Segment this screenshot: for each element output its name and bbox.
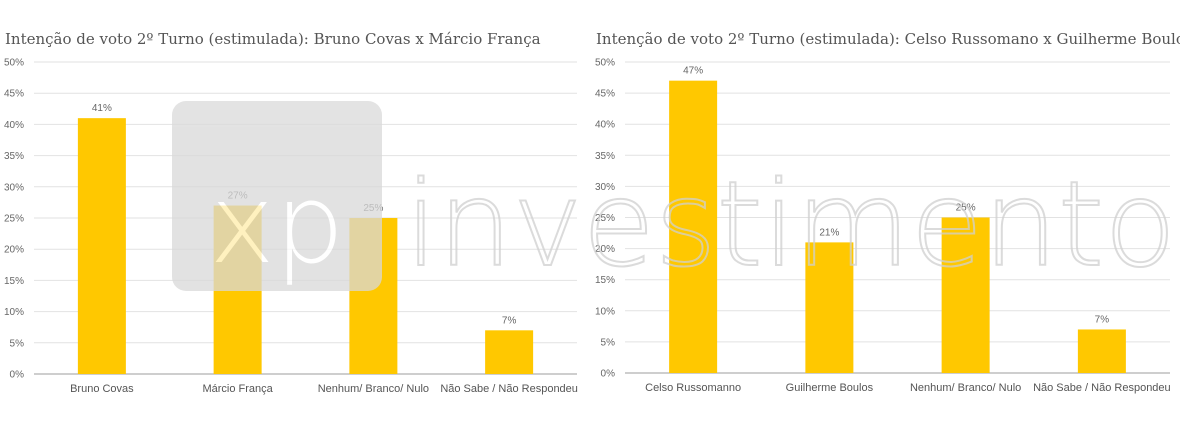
data-label: 7%: [1095, 314, 1110, 325]
data-label: 21%: [819, 227, 839, 238]
x-tick-label: Márcio França: [202, 383, 273, 395]
bar: [485, 330, 534, 374]
y-tick-label: 30%: [4, 182, 24, 193]
y-tick-label: 45%: [595, 89, 615, 100]
chart-russomano-boulos: Intenção de voto 2º Turno (estimulada): …: [595, 30, 1180, 394]
bar: [1077, 329, 1126, 373]
x-tick-label: Guilherme Boulos: [786, 382, 874, 394]
bar: [669, 80, 718, 373]
y-tick-label: 25%: [595, 213, 615, 224]
y-tick-label: 50%: [4, 58, 24, 69]
x-tick-label: Celso Russomanno: [645, 382, 741, 394]
watermark-text: investimentos: [405, 155, 1180, 293]
y-tick-label: 15%: [595, 275, 615, 286]
y-tick-label: 15%: [4, 276, 24, 287]
chart-title: Intenção de voto 2º Turno (estimulada): …: [5, 30, 541, 48]
y-tick-label: 35%: [4, 151, 24, 162]
y-tick-label: 5%: [601, 337, 616, 348]
y-tick-label: 20%: [595, 244, 615, 255]
data-label: 7%: [502, 315, 517, 326]
y-tick-label: 40%: [4, 120, 24, 131]
chart-title: Intenção de voto 2º Turno (estimulada): …: [596, 30, 1180, 48]
y-tick-label: 35%: [595, 151, 615, 162]
y-tick-label: 25%: [4, 214, 24, 225]
x-tick-label: Nenhum/ Branco/ Nulo: [318, 383, 429, 395]
data-label: 25%: [956, 203, 976, 214]
y-tick-label: 10%: [4, 307, 24, 318]
bar: [805, 242, 854, 373]
y-tick-label: 0%: [10, 370, 25, 381]
xp-logo-text: xp: [210, 160, 345, 288]
data-label: 41%: [92, 103, 112, 114]
x-tick-label: Não Sabe / Não Respondeu: [1033, 382, 1171, 394]
y-tick-label: 0%: [601, 369, 616, 380]
y-tick-label: 50%: [595, 58, 615, 69]
y-tick-label: 40%: [595, 120, 615, 131]
y-tick-label: 20%: [4, 245, 24, 256]
data-label: 47%: [683, 66, 703, 77]
x-tick-label: Bruno Covas: [70, 383, 134, 395]
y-tick-label: 30%: [595, 182, 615, 193]
y-tick-label: 5%: [10, 338, 25, 349]
y-tick-label: 10%: [595, 306, 615, 317]
y-tick-label: 45%: [4, 89, 24, 100]
xp-investimentos-watermark: xp investimentos: [172, 101, 1180, 294]
x-tick-label: Não Sabe / Não Respondeu: [440, 383, 578, 395]
bar: [77, 118, 126, 374]
xp-logo-box: [172, 101, 382, 291]
x-tick-label: Nenhum/ Branco/ Nulo: [910, 382, 1021, 394]
bar: [941, 217, 990, 373]
